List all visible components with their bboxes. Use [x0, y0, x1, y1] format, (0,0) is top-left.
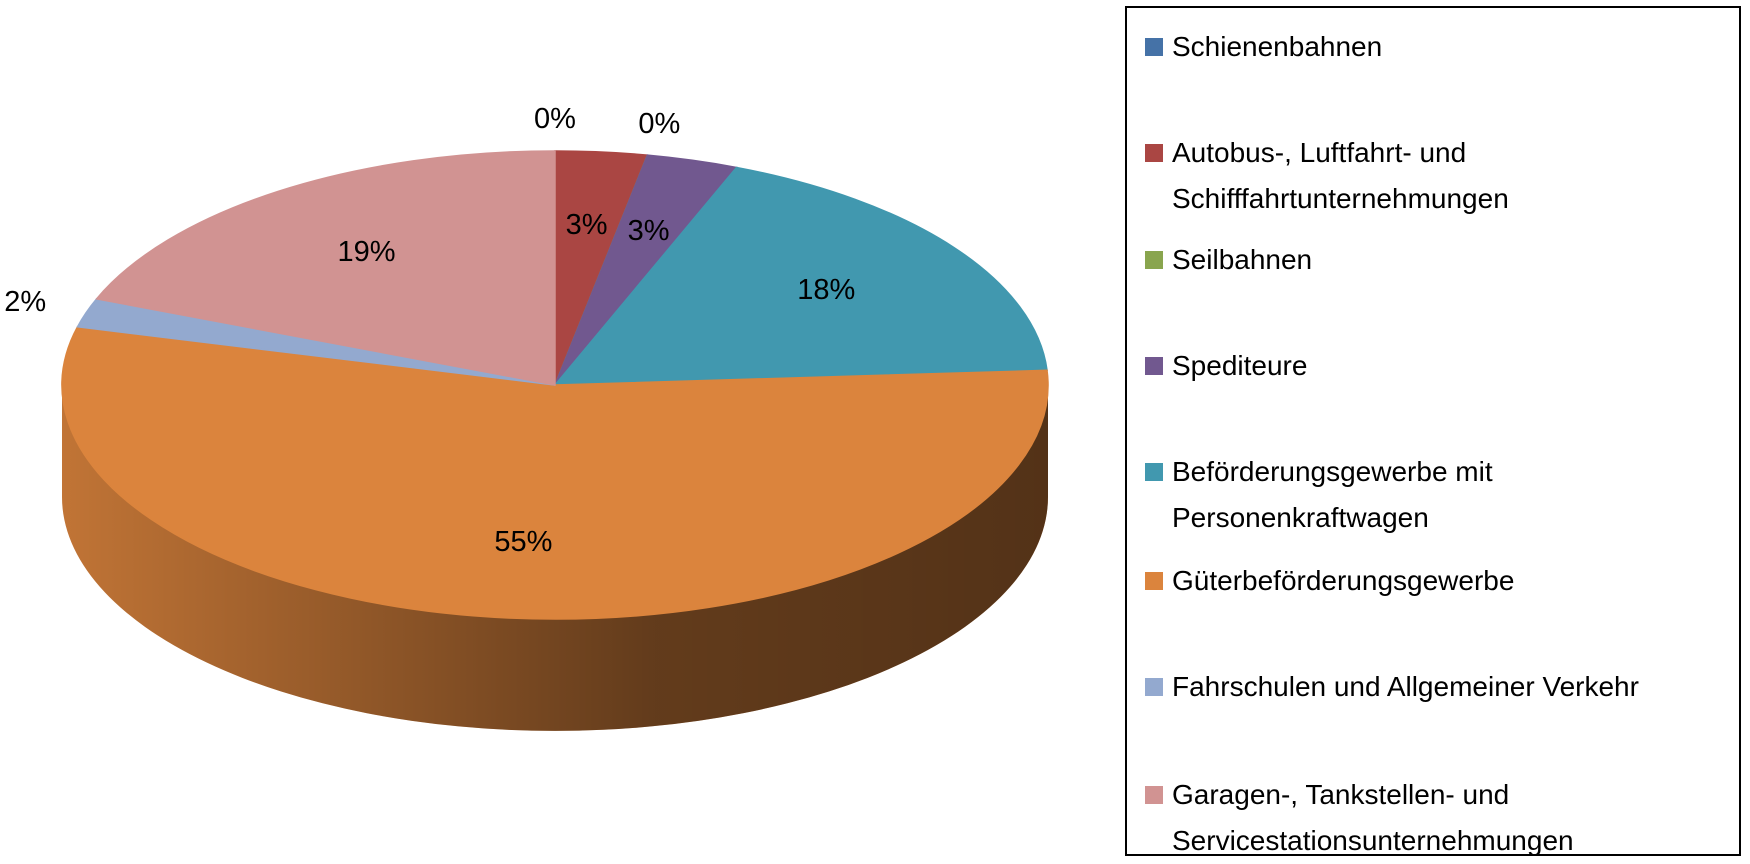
legend-label: Seilbahnen: [1172, 244, 1313, 275]
legend-item: Schienenbahnen: [1145, 24, 1725, 70]
legend-item: Garagen-, Tankstellen- und Servicestatio…: [1145, 772, 1725, 864]
legend-swatch: [1145, 786, 1163, 804]
legend-item: Seilbahnen: [1145, 237, 1725, 283]
slice: [553, 166, 1048, 386]
legend-label: Schienenbahnen: [1172, 31, 1383, 62]
legend-swatch: [1145, 463, 1163, 481]
slice: [61, 326, 1049, 620]
legend-swatch: [1145, 144, 1163, 162]
slice-side-shade: [62, 385, 1048, 731]
legend-label: Spediteure: [1172, 350, 1308, 381]
legend-item: Güterbeförderungsgewerbe: [1145, 558, 1725, 604]
legend: Schienenbahnen Autobus-, Luftfahrt- und S…: [1125, 6, 1741, 856]
legend-label: Garagen-, Tankstellen- und Servicestatio…: [1172, 779, 1574, 856]
legend-label: Güterbeförderungsgewerbe: [1172, 565, 1515, 596]
data-label: 3%: [566, 209, 608, 241]
legend-swatch: [1145, 357, 1163, 375]
data-label: 18%: [797, 274, 855, 306]
legend-label: Fahrschulen und Allgemeiner Verkehr: [1172, 671, 1639, 702]
data-label: 0%: [638, 108, 680, 140]
legend-swatch: [1145, 38, 1163, 56]
data-label: 2%: [4, 286, 46, 318]
legend-item: Autobus-, Luftfahrt- und Schifffahrtunte…: [1145, 130, 1725, 222]
legend-label: Beförderungsgewerbe mit Personenkraftwag…: [1172, 456, 1493, 533]
legend-item: Fahrschulen und Allgemeiner Verkehr: [1145, 664, 1725, 710]
legend-item: Beförderungsgewerbe mit Personenkraftwag…: [1145, 449, 1725, 541]
legend-swatch: [1145, 572, 1163, 590]
data-label: 55%: [494, 526, 552, 558]
data-label: 19%: [338, 236, 396, 268]
pie-chart: 0% 3% 0% 3% 18% 55% 2% 19%: [4, 103, 1049, 731]
legend-swatch: [1145, 251, 1163, 269]
legend-label: Autobus-, Luftfahrt- und Schifffahrtunte…: [1172, 137, 1509, 214]
slice: [95, 150, 556, 386]
legend-swatch: [1145, 678, 1163, 696]
legend-item: Spediteure: [1145, 343, 1725, 389]
data-label: 0%: [534, 103, 576, 135]
data-label: 3%: [628, 215, 670, 247]
